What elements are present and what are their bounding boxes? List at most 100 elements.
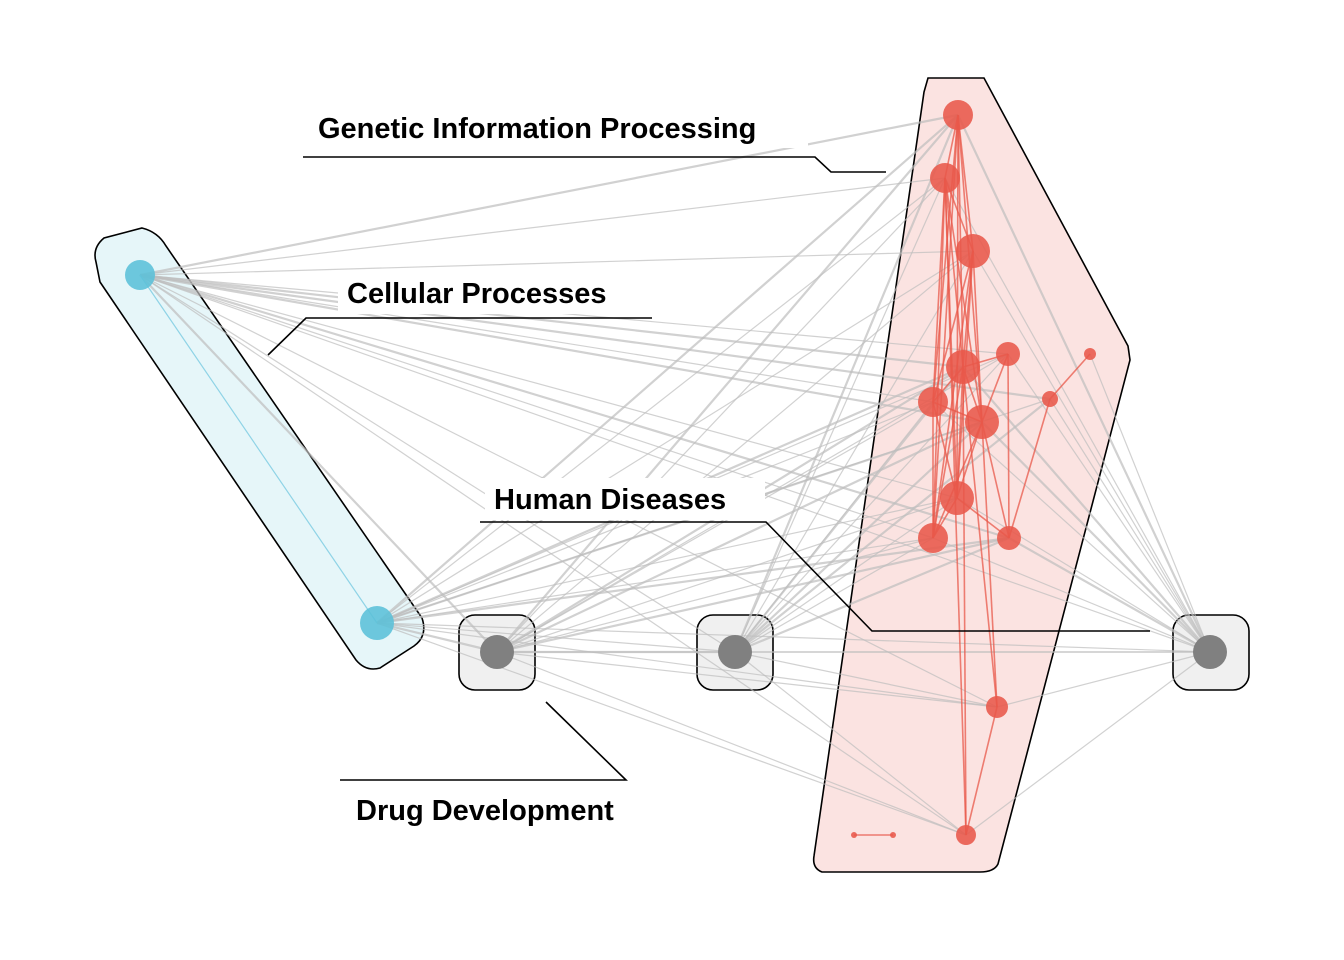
leader-human	[480, 521, 1150, 632]
edge-d1-g3	[972, 250, 1211, 653]
edge-c1-g1	[139, 113, 959, 277]
edge-c1-h2	[139, 274, 736, 653]
edge-h1-g8	[496, 497, 958, 653]
label-bg-human	[485, 478, 765, 520]
label-human: Human Diseases	[494, 484, 726, 516]
edge-c2-h2	[376, 622, 736, 653]
node-c2	[360, 606, 394, 640]
node-g11	[1042, 391, 1058, 407]
node-g9	[918, 523, 948, 553]
nodes	[125, 100, 1227, 845]
edge-c2-g14	[376, 622, 967, 836]
edge-g1-g6	[932, 114, 959, 403]
edge-c2-d1	[376, 622, 1211, 653]
edge-d1-g14	[965, 651, 1211, 836]
edge-c1-g8	[139, 274, 958, 499]
node-g2	[930, 163, 960, 193]
edge-g2-g9	[932, 177, 946, 539]
edge-c1-g14	[139, 274, 967, 836]
label-bg-cellular	[338, 272, 644, 314]
edge-h1-g2	[496, 177, 946, 653]
edge-c1-h1	[139, 274, 498, 653]
node-g5	[996, 342, 1020, 366]
edge-h1-g14	[496, 651, 967, 836]
edge-g4-g8	[956, 366, 964, 499]
edge-h2-g11	[734, 398, 1051, 653]
edge-h1-g7	[496, 421, 983, 653]
edge-d1-g9	[932, 537, 1211, 653]
edge-g2-g4	[944, 177, 964, 368]
node-g16	[890, 832, 896, 838]
edge-h2-g3	[734, 250, 974, 653]
edge-c2-g8	[376, 497, 958, 624]
label-bg-drug	[346, 789, 646, 831]
leader-genetic	[303, 156, 886, 173]
edge-c2-g1	[376, 114, 959, 624]
edge-h2-g13	[734, 651, 998, 708]
leader-drug	[340, 701, 628, 781]
node-g4	[946, 350, 980, 384]
edge-h1-g13	[496, 651, 998, 708]
edge-d1-g11	[1049, 398, 1211, 653]
edge-h1-g10	[496, 536, 1010, 654]
label-bg-genetic	[308, 106, 808, 148]
node-d1	[1193, 635, 1227, 669]
edge-c1-g2	[139, 177, 946, 276]
leader-cellular	[267, 317, 652, 356]
edge-d1-g2	[944, 177, 1211, 653]
node-g13	[986, 696, 1008, 718]
edge-c1-g10	[139, 273, 1010, 540]
edge-g11-g12	[1049, 353, 1091, 400]
edge-d1-g1	[957, 114, 1211, 653]
edge-h1-g9	[496, 537, 934, 653]
edge-g14-g13	[965, 706, 998, 836]
edge-g4-g9	[932, 366, 964, 539]
node-g7	[965, 405, 999, 439]
edges-between-groups	[139, 113, 1211, 836]
node-g8	[940, 481, 974, 515]
edge-c2-g2	[376, 177, 946, 624]
edge-c1-g4	[139, 273, 964, 369]
edge-h1-g1	[496, 114, 959, 653]
edge-d1-g12	[1089, 353, 1211, 653]
edge-d1-g13	[996, 651, 1211, 708]
edge-d1-g5	[1007, 353, 1211, 653]
edge-h2-g14	[734, 651, 967, 836]
edge-c1-d1	[139, 274, 1211, 653]
edge-c1-g6	[139, 274, 934, 403]
edge-c1-g11	[139, 273, 1051, 401]
edge-c2-g13	[376, 622, 998, 708]
edge-h2-g1	[733, 114, 960, 653]
node-h1	[480, 635, 514, 669]
hull-genetic	[812, 77, 1131, 873]
edge-h2-g7	[734, 421, 983, 653]
edge-cellular-internal	[139, 274, 378, 624]
edge-c1-g3	[139, 250, 974, 276]
edge-d1-g6	[932, 401, 1211, 653]
edge-c2-g9	[376, 537, 934, 624]
node-g3	[956, 234, 990, 268]
edge-c2-h1	[376, 621, 498, 654]
node-g14	[956, 825, 976, 845]
node-g10	[997, 526, 1021, 550]
edge-h1-g6	[496, 401, 934, 653]
edge-d1-g10	[1008, 537, 1211, 653]
edge-g11-g10	[1008, 398, 1051, 539]
edge-d1-g7	[981, 421, 1211, 653]
edge-g13-g7	[981, 421, 998, 708]
node-c1	[125, 260, 155, 290]
node-g12	[1084, 348, 1096, 360]
label-genetic: Genetic Information Processing	[318, 113, 756, 145]
edge-g7-g9	[932, 421, 983, 539]
edge-h2-g2	[734, 177, 946, 653]
edge-h2-g8	[734, 497, 958, 653]
edge-c2-g3	[376, 250, 974, 624]
edge-h2-g6	[734, 401, 934, 653]
node-h2	[718, 635, 752, 669]
edge-c2-g10	[376, 536, 1010, 625]
label-cellular: Cellular Processes	[347, 278, 607, 310]
label-drug: Drug Development	[356, 795, 614, 827]
node-g1	[943, 100, 973, 130]
node-g15	[851, 832, 857, 838]
